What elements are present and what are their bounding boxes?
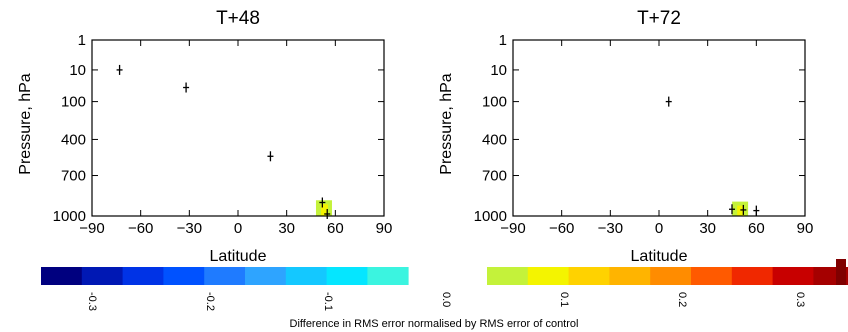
x-axis-label: Latitude bbox=[210, 248, 267, 265]
y-tick-label: 1000 bbox=[53, 208, 86, 225]
colorbar-swatch bbox=[245, 267, 287, 285]
x-tick-label: 60 bbox=[327, 220, 344, 237]
colorbar-swatch bbox=[487, 267, 529, 285]
colorbar-swatch bbox=[650, 267, 692, 285]
colorbar-swatch bbox=[609, 267, 651, 285]
x-tick-label: 0 bbox=[655, 220, 663, 237]
y-tick-label: 400 bbox=[482, 131, 507, 148]
panel-t72: T+72 −90 −60 −30 0 30 60 90 1 10 100 400 700 1000 L… bbox=[438, 8, 813, 265]
x-tick-label: −30 bbox=[598, 220, 623, 237]
colorbar-swatch bbox=[122, 267, 164, 285]
colorbar-swatch bbox=[731, 267, 773, 285]
y-tick-label: 700 bbox=[61, 168, 86, 185]
x-tick-label: 90 bbox=[797, 220, 814, 237]
colorbar-tick-label: 0.3 bbox=[794, 292, 806, 307]
colorbar-tick-label: -0.2 bbox=[204, 292, 216, 311]
colorbar-tick-label: 0.1 bbox=[558, 292, 570, 307]
colorbar-cap bbox=[836, 259, 846, 285]
colorbar-swatch bbox=[326, 267, 368, 285]
x-tick-label: 30 bbox=[278, 220, 295, 237]
y-tick-label: 400 bbox=[61, 131, 86, 148]
filled-region-core bbox=[320, 204, 328, 216]
filled-region-core bbox=[737, 205, 745, 216]
x-tick-label: −60 bbox=[549, 220, 574, 237]
x-tick-label: 0 bbox=[234, 220, 242, 237]
y-axis-label: Pressure, hPa bbox=[17, 73, 34, 174]
y-tick-label: 1 bbox=[499, 32, 507, 49]
colorbar: -0.3 -0.2 -0.1 0.0 0.1 0.2 0.3 Difference in R… bbox=[41, 259, 848, 330]
colorbar-tick-label: -0.3 bbox=[86, 292, 98, 311]
y-tick-label: 1000 bbox=[474, 208, 507, 225]
y-tick-label: 100 bbox=[482, 94, 507, 111]
y-tick-label: 100 bbox=[61, 94, 86, 111]
x-tick-label: 60 bbox=[748, 220, 765, 237]
y-tick-label: 700 bbox=[482, 168, 507, 185]
colorbar-swatch bbox=[568, 267, 610, 285]
colorbar-swatch bbox=[285, 267, 327, 285]
colorbar-swatch bbox=[772, 267, 814, 285]
colorbar-swatch bbox=[204, 267, 246, 285]
x-tick-label: 30 bbox=[699, 220, 716, 237]
x-tick-label: −60 bbox=[128, 220, 153, 237]
y-tick-label: 10 bbox=[490, 62, 507, 79]
x-tick-label: 90 bbox=[376, 220, 393, 237]
y-axis-label: Pressure, hPa bbox=[438, 73, 455, 174]
x-tick-label: −30 bbox=[177, 220, 202, 237]
y-tick-label: 10 bbox=[69, 62, 86, 79]
y-tick-label: 1 bbox=[78, 32, 86, 49]
x-axis-label: Latitude bbox=[631, 248, 688, 265]
colorbar-label: Difference in RMS error normalised by RM… bbox=[290, 318, 579, 330]
colorbar-swatch bbox=[367, 267, 409, 285]
panel-title: T+72 bbox=[637, 8, 681, 29]
colorbar-swatch bbox=[691, 267, 733, 285]
colorbar-swatch bbox=[81, 267, 123, 285]
plot-frame bbox=[91, 39, 385, 217]
colorbar-tick-label: -0.1 bbox=[322, 292, 334, 311]
colorbar-swatch bbox=[527, 267, 569, 285]
x-tick-label: −90 bbox=[500, 220, 525, 237]
panel-title: T+48 bbox=[216, 8, 260, 29]
panel-t48: T+48 −90 −60 −30 0 30 60 90 1 10 100 400 700 1000 L… bbox=[17, 8, 392, 265]
colorbar-swatch bbox=[41, 267, 83, 285]
plot-frame bbox=[512, 39, 806, 217]
x-tick-label: −90 bbox=[79, 220, 104, 237]
colorbar-tick-label: 0.0 bbox=[440, 292, 452, 307]
colorbar-tick-label: 0.2 bbox=[676, 292, 688, 307]
colorbar-swatch bbox=[163, 267, 205, 285]
